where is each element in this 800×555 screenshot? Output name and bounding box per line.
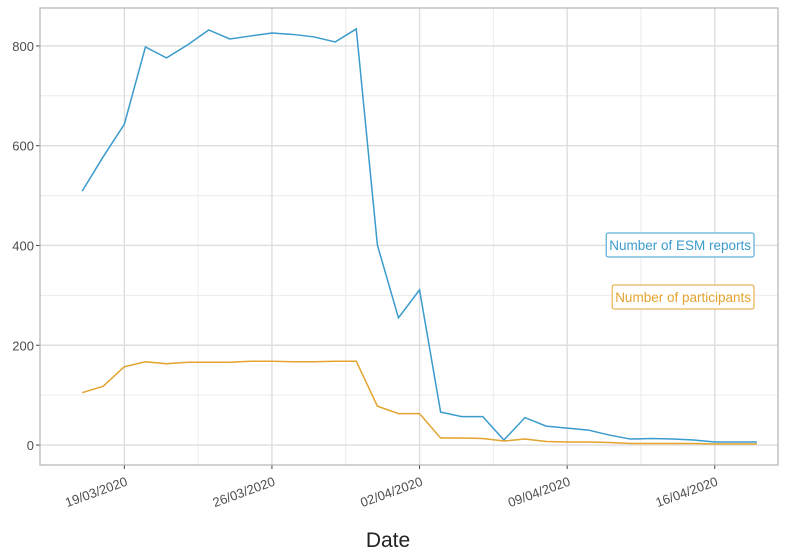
y-tick-label: 400 — [12, 238, 34, 253]
legend-label: Number of ESM reports — [609, 238, 751, 253]
label-box — [611, 284, 755, 310]
series-label: Number of ESM reports — [605, 232, 755, 258]
panel-border — [39, 7, 779, 466]
y-tick-label: 800 — [12, 39, 34, 54]
series-line — [81, 27, 757, 443]
series-line — [81, 360, 757, 445]
y-tick-label: 200 — [12, 338, 34, 353]
series-label: Number of participants — [611, 284, 755, 310]
x-axis-label: Date — [366, 529, 410, 552]
label-box — [605, 232, 755, 258]
y-tick-label: 600 — [12, 139, 34, 154]
legend-label: Number of participants — [615, 290, 751, 305]
y-tick-label: 0 — [27, 438, 34, 453]
x-tick-label: 19/03/2020 — [63, 474, 129, 510]
x-tick-label: 26/03/2020 — [211, 474, 277, 510]
x-tick-label: 02/04/2020 — [358, 474, 424, 510]
x-tick-label: 16/04/2020 — [653, 474, 719, 510]
x-tick-label: 09/04/2020 — [506, 474, 572, 510]
